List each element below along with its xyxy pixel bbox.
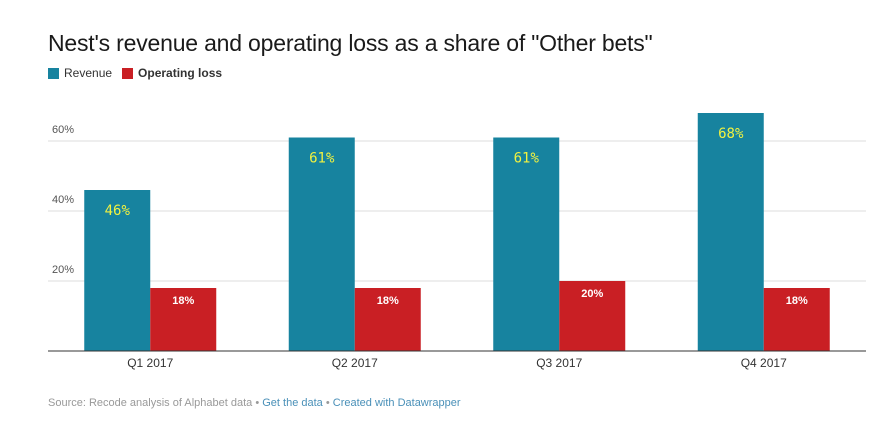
legend-swatch-operating-loss <box>122 67 134 79</box>
legend: Revenue Operating loss <box>48 66 232 80</box>
chart-title: Nest's revenue and operating loss as a s… <box>48 30 653 56</box>
bar-operating-loss <box>150 288 217 351</box>
bar-revenue <box>493 137 560 351</box>
x-tick-label: Q3 2017 <box>536 356 582 370</box>
y-tick-label: 20% <box>52 264 74 276</box>
legend-label-revenue: Revenue <box>64 66 113 80</box>
footer-separator: • <box>255 397 260 409</box>
x-tick-label: Q4 2017 <box>741 356 787 370</box>
datawrapper-link[interactable]: Created with Datawrapper <box>332 397 461 409</box>
data-label-operating-loss: 18% <box>377 295 399 307</box>
source-note: Source: Recode analysis of Alphabet data <box>48 397 253 409</box>
bar-revenue <box>288 137 355 351</box>
footer-separator: • <box>325 397 330 409</box>
y-tick-label: 60% <box>52 124 74 136</box>
data-label-revenue: 68% <box>718 126 744 142</box>
y-tick-label: 40% <box>52 194 74 206</box>
x-tick-label: Q2 2017 <box>332 356 378 370</box>
bar-revenue <box>697 113 764 351</box>
data-label-operating-loss: 20% <box>581 288 603 300</box>
bar-revenue <box>84 190 151 351</box>
legend-label-operating-loss: Operating loss <box>138 66 223 80</box>
data-label-revenue: 61% <box>514 151 540 167</box>
bar-operating-loss <box>763 288 830 351</box>
bar-operating-loss <box>559 281 626 351</box>
data-label-revenue: 46% <box>105 203 131 219</box>
bar-operating-loss <box>354 288 421 351</box>
get-data-link[interactable]: Get the data <box>262 397 323 409</box>
footer: Source: Recode analysis of Alphabet data… <box>48 397 461 409</box>
legend-item-operating-loss: Operating loss <box>122 66 222 80</box>
data-label-operating-loss: 18% <box>172 295 194 307</box>
legend-swatch-revenue <box>48 67 59 79</box>
legend-item-revenue: Revenue <box>48 66 112 80</box>
x-tick-label: Q1 2017 <box>127 356 173 370</box>
data-label-revenue: 61% <box>309 151 335 167</box>
data-label-operating-loss: 18% <box>786 295 808 307</box>
